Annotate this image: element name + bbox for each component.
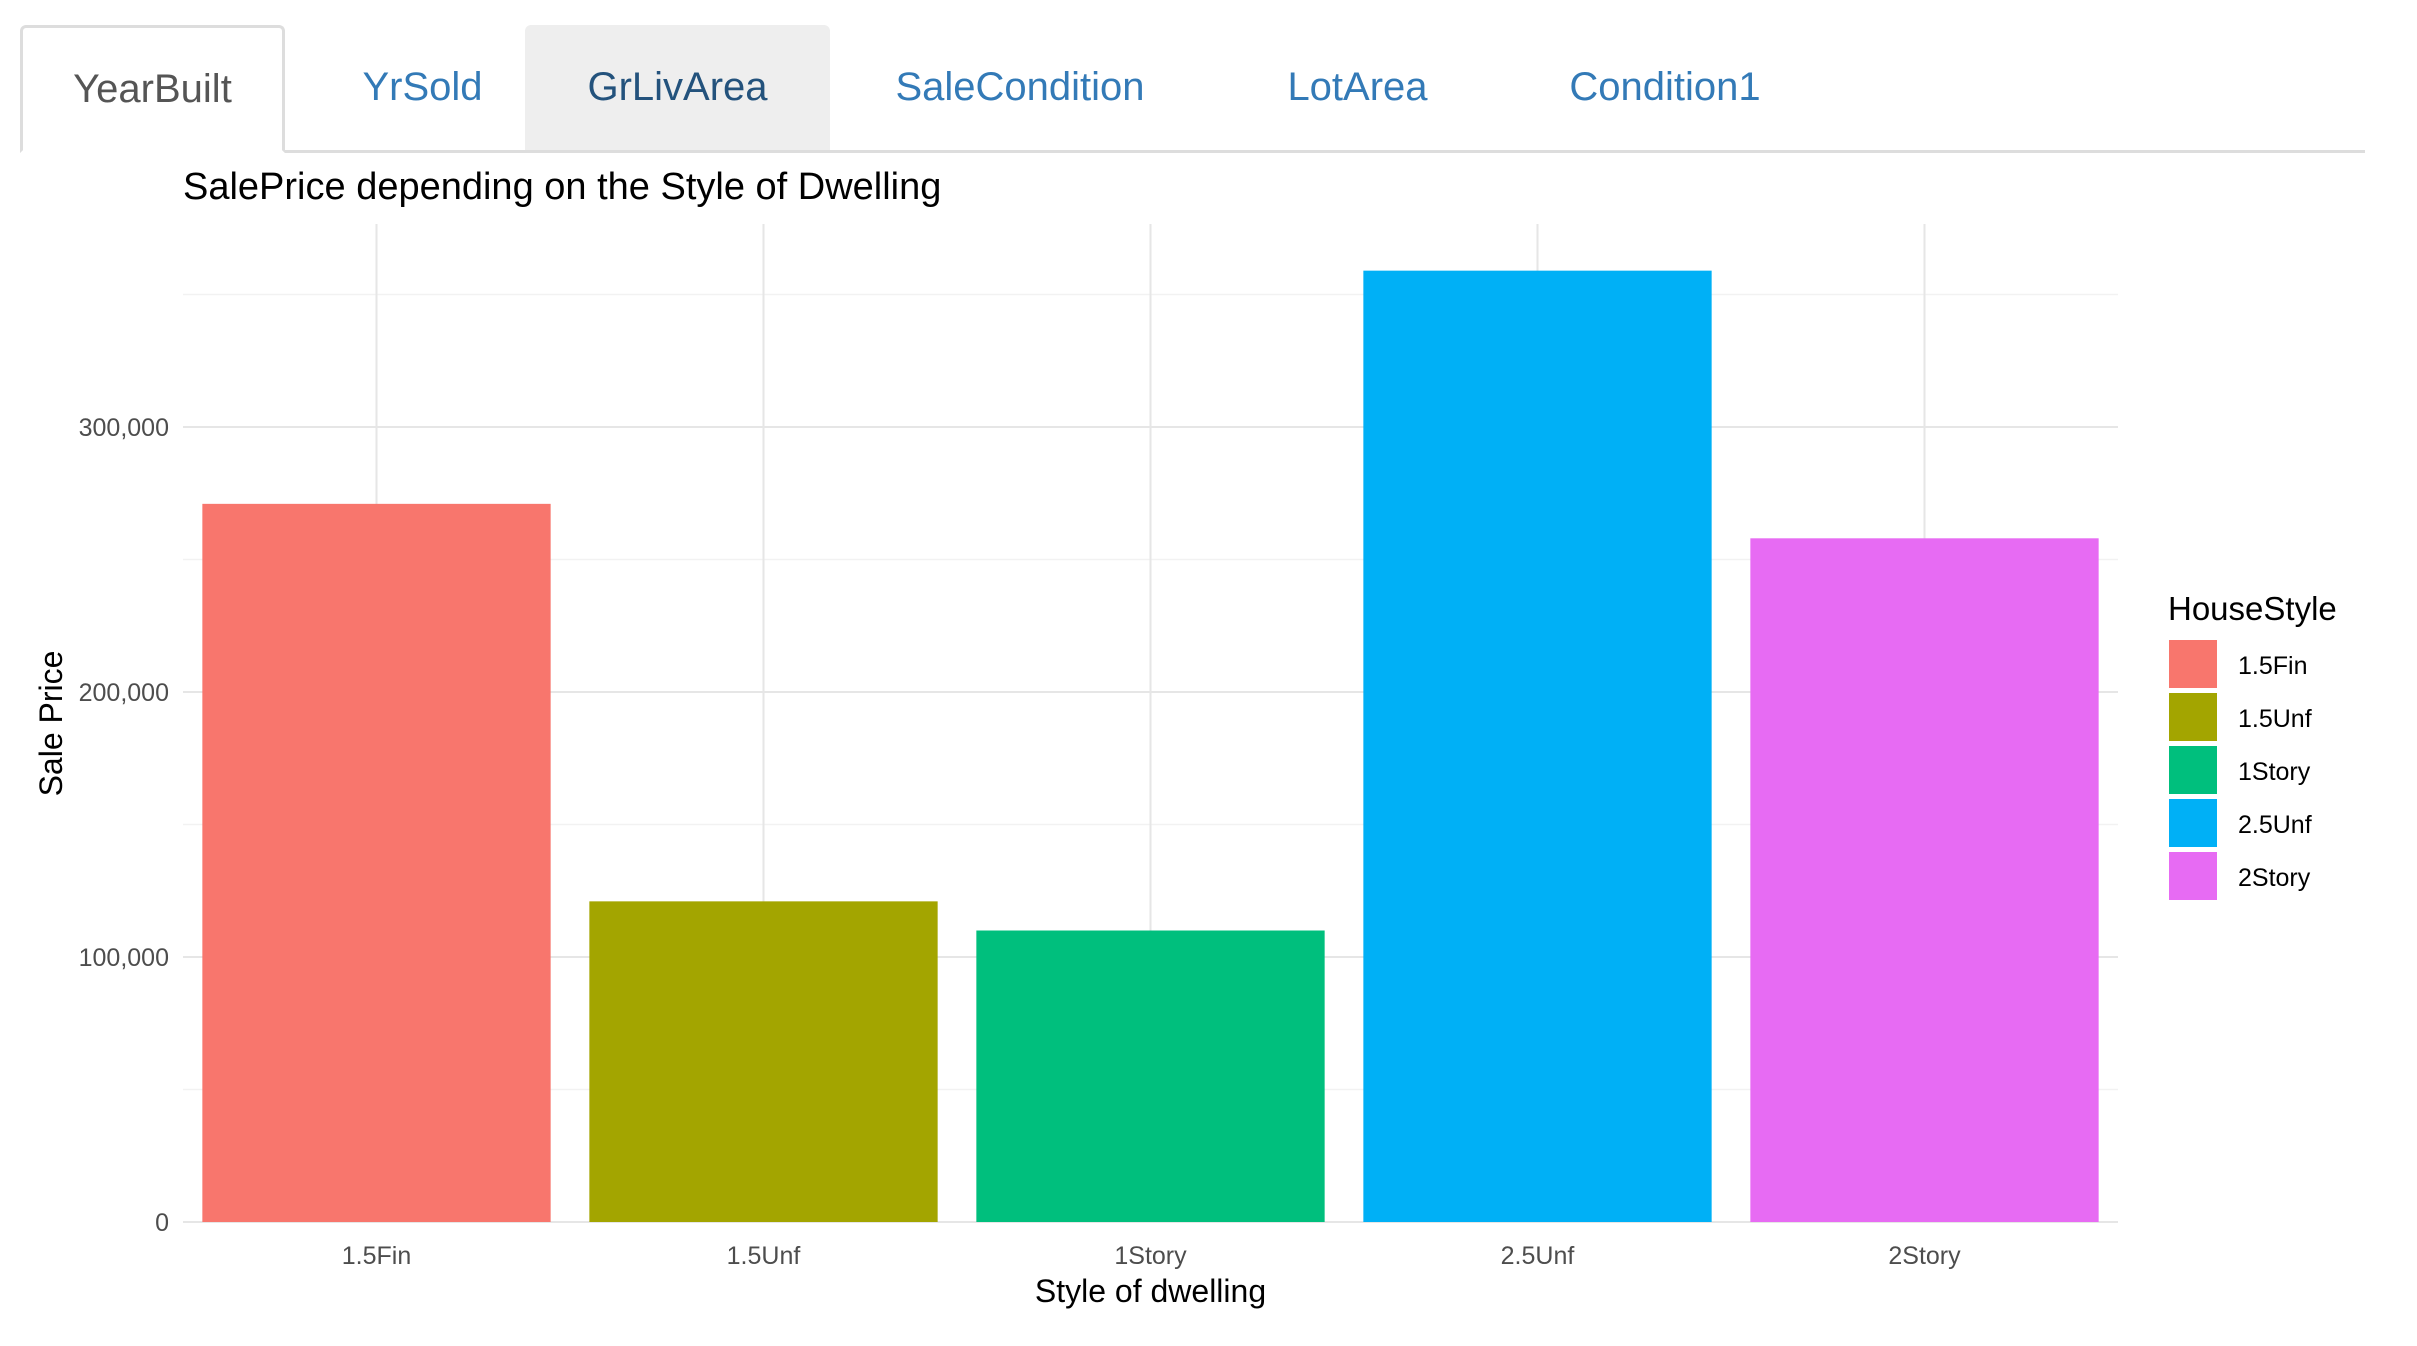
- x-tick-label: 1.5Fin: [342, 1242, 411, 1270]
- legend-label: 2.5Unf: [2238, 811, 2312, 839]
- bar-chart: SalePrice depending on the Style of Dwel…: [33, 166, 2337, 1309]
- y-tick-label: 200,000: [79, 679, 169, 707]
- bar-2story: [1750, 538, 2099, 1222]
- legend-swatch: [2169, 852, 2217, 900]
- bars: [202, 270, 2099, 1223]
- legend-swatch: [2169, 799, 2217, 847]
- y-tick-label: 100,000: [79, 944, 169, 972]
- x-axis-label: Style of dwelling: [1035, 1273, 1266, 1309]
- bar-2-5unf: [1363, 270, 1712, 1222]
- legend-label: 1.5Fin: [2238, 652, 2307, 680]
- legend-label: 1Story: [2238, 758, 2311, 786]
- tab-lotarea[interactable]: LotArea: [1287, 65, 1428, 109]
- bar-1-5unf: [589, 901, 938, 1222]
- legend-title: HouseStyle: [2168, 590, 2337, 627]
- bar-1-5fin: [202, 503, 551, 1223]
- y-axis-label: Sale Price: [33, 651, 69, 797]
- legend-label: 1.5Unf: [2238, 705, 2312, 733]
- tab-grlivarea[interactable]: GrLivArea: [525, 25, 830, 150]
- legend-swatch: [2169, 640, 2217, 688]
- x-tick-label: 1Story: [1114, 1242, 1187, 1270]
- legend-swatch: [2169, 693, 2217, 741]
- tab-yearbuilt[interactable]: YearBuilt: [20, 25, 285, 153]
- x-tick-label: 1.5Unf: [727, 1242, 801, 1270]
- tab-salecondition[interactable]: SaleCondition: [895, 65, 1145, 109]
- legend-swatch: [2169, 746, 2217, 794]
- y-axis: 0 100,000 200,000 300,000: [79, 414, 169, 1237]
- y-tick-label: 0: [155, 1209, 169, 1237]
- tab-condition1[interactable]: Condition1: [1569, 65, 1761, 109]
- tab-bar: YearBuilt YrSold GrLivArea SaleCondition…: [20, 0, 2365, 153]
- x-tick-label: 2Story: [1888, 1242, 1961, 1270]
- x-axis: 1.5Fin 1.5Unf 1Story 2.5Unf 2Story: [342, 1242, 1961, 1270]
- legend-label: 2Story: [2238, 864, 2311, 892]
- y-tick-label: 300,000: [79, 414, 169, 442]
- bar-1story: [976, 930, 1325, 1222]
- x-tick-label: 2.5Unf: [1501, 1242, 1575, 1270]
- chart-title: SalePrice depending on the Style of Dwel…: [183, 166, 941, 208]
- legend: HouseStyle 1.5Fin 1.5Unf 1Story 2.5Unf 2Stor…: [2168, 590, 2337, 900]
- tab-yrsold[interactable]: YrSold: [362, 65, 483, 109]
